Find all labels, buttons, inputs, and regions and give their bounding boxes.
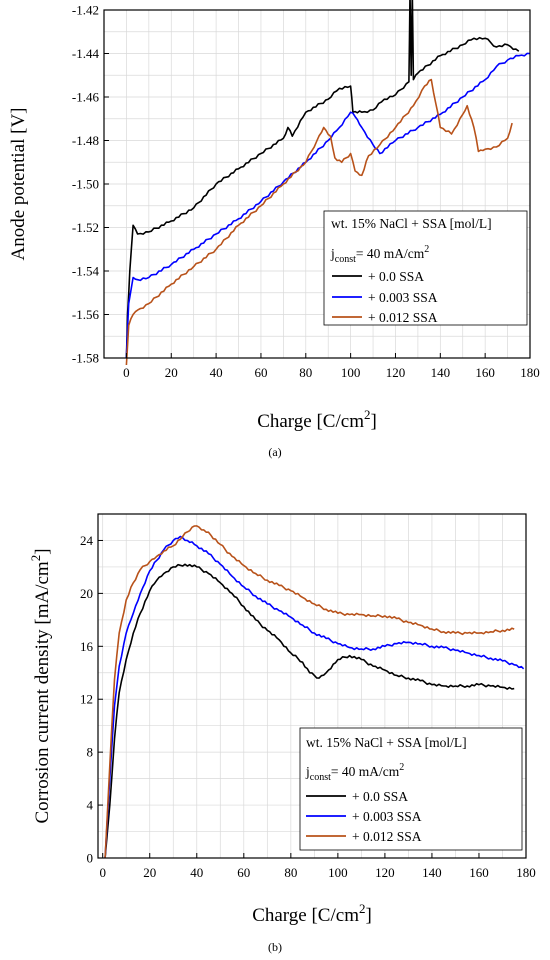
x-tick-label: 20 (165, 365, 178, 380)
series-line-a-0 (125, 0, 520, 359)
y-tick-label: -1.42 (72, 3, 99, 18)
y-tick-label: -1.50 (72, 177, 99, 192)
legend-jconst-a-mid: = 40 mA/cm (356, 246, 425, 261)
legend-title-a: wt. 15% NaCl + SSA [mol/L] (331, 216, 492, 231)
y-tick-label: 0 (87, 851, 94, 866)
series-line-a-1 (125, 52, 531, 359)
y-tick-label: 8 (87, 745, 94, 760)
y-axis-label-b-main: Corrosion current density [mA/cm (32, 561, 53, 823)
x-axis-label-b-sup: 2 (359, 901, 366, 916)
x-tick-label: 60 (254, 365, 267, 380)
x-tick-label: 100 (328, 865, 348, 880)
series-line-b-1 (104, 535, 525, 859)
x-axis-label-b-main: Charge [C/cm (252, 905, 359, 926)
x-tick-label: 80 (284, 865, 297, 880)
series-line-b-0 (104, 563, 515, 859)
legend-entry-b-1: + 0.003 SSA (352, 809, 422, 824)
y-tick-label: -1.56 (72, 307, 100, 322)
plot-frame-b (97, 513, 527, 859)
legend-jconst-b: jconst= 40 mA/cm2 (305, 762, 404, 783)
legend-title-b: wt. 15% NaCl + SSA [mol/L] (306, 735, 467, 750)
x-tick-label: 0 (99, 865, 106, 880)
legend-entry-a-1: + 0.003 SSA (368, 290, 438, 305)
panel-b: 0 20 40 60 80 100 120 140 160 180 0 4 8 12 16 20 24 Corr… (28, 513, 536, 954)
legend-entry-a-0: + 0.0 SSA (368, 269, 424, 284)
legend-jconst-b-main: j (305, 764, 310, 779)
series-b (104, 525, 525, 859)
ticks-a: 0 20 40 60 80 100 120 140 160 180 -1.58 -1.56 -1.54 -… (72, 3, 540, 381)
x-tick-label: 60 (237, 865, 250, 880)
x-axis-label-a-tail: ] (370, 411, 376, 432)
panel-a: 0 20 40 60 80 100 120 140 160 180 -1.58 -1.56 -1.54 -… (8, 0, 540, 459)
x-tick-label: 180 (516, 865, 536, 880)
legend-jconst-a-sub: const (335, 254, 356, 265)
y-tick-label: -1.52 (72, 220, 99, 235)
y-tick-label: -1.48 (72, 133, 99, 148)
y-tick-label: 24 (80, 533, 94, 548)
x-tick-label: 160 (475, 365, 495, 380)
x-tick-label: 120 (386, 365, 406, 380)
legend-jconst-a-sup: 2 (424, 244, 429, 255)
panel-label-b: (b) (268, 940, 282, 954)
legend-jconst-b-sub: const (310, 772, 331, 783)
x-tick-label: 180 (520, 365, 540, 380)
x-tick-label: 0 (123, 365, 130, 380)
y-tick-label: 12 (80, 692, 93, 707)
x-tick-label: 100 (341, 365, 361, 380)
legend-jconst-a-main: j (330, 246, 335, 261)
legend-jconst-a: jconst= 40 mA/cm2 (330, 244, 429, 265)
legend-a: wt. 15% NaCl + SSA [mol/L] jconst= 40 mA… (323, 210, 528, 326)
x-tick-label: 40 (210, 365, 223, 380)
legend-entry-a-2: + 0.012 SSA (368, 310, 438, 325)
legend-box-a (323, 210, 528, 326)
series-a (125, 0, 531, 366)
legend-jconst-b-sup: 2 (399, 762, 404, 773)
x-tick-label: 20 (143, 865, 156, 880)
x-tick-label: 140 (431, 365, 451, 380)
legend-entry-b-2: + 0.012 SSA (352, 829, 422, 844)
ticks-b: 0 20 40 60 80 100 120 140 160 180 0 4 8 12 16 20 24 (80, 533, 536, 880)
x-tick-label: 80 (299, 365, 312, 380)
y-tick-label: -1.54 (72, 264, 100, 279)
y-tick-label: 4 (87, 798, 94, 813)
x-axis-label-a-main: Charge [C/cm (257, 411, 364, 432)
y-axis-label-b-sup: 2 (28, 555, 43, 562)
y-tick-label: -1.44 (72, 46, 100, 61)
series-line-b-2 (104, 525, 515, 859)
x-tick-label: 120 (375, 865, 395, 880)
legend-jconst-b-mid: = 40 mA/cm (331, 764, 400, 779)
panel-label-a: (a) (268, 445, 281, 459)
x-tick-label: 140 (422, 865, 442, 880)
x-axis-label-b-tail: ] (365, 905, 371, 926)
y-tick-label: -1.46 (72, 90, 100, 105)
x-axis-label-a-sup: 2 (364, 407, 371, 422)
x-axis-label-a: Charge [C/cm2] (257, 407, 377, 432)
y-axis-label-a: Anode potential [V] (8, 107, 29, 260)
series-line-a-2 (125, 78, 513, 366)
x-tick-label: 160 (469, 865, 489, 880)
x-axis-label-b: Charge [C/cm2] (252, 901, 372, 926)
legend-box-b (299, 727, 523, 851)
y-axis-label-b: Corrosion current density [mA/cm2] (28, 548, 53, 823)
y-axis-label-b-tail: ] (32, 548, 53, 554)
legend-entry-b-0: + 0.0 SSA (352, 789, 408, 804)
y-tick-label: 20 (80, 586, 93, 601)
y-tick-label: 16 (80, 639, 94, 654)
y-tick-label: -1.58 (72, 351, 99, 366)
x-tick-label: 40 (190, 865, 203, 880)
legend-b: wt. 15% NaCl + SSA [mol/L] jconst= 40 mA… (299, 727, 523, 851)
